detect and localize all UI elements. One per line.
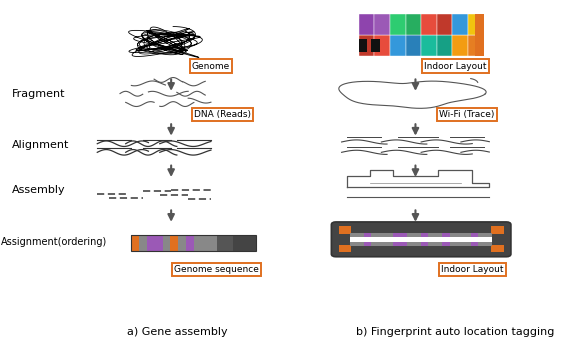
- Text: Assembly: Assembly: [12, 185, 65, 195]
- Text: Genome: Genome: [192, 62, 230, 71]
- Bar: [393, 242, 400, 246]
- Bar: [421, 233, 428, 237]
- Bar: [248, 235, 256, 251]
- Bar: [131, 235, 139, 251]
- Bar: [217, 235, 225, 251]
- Text: Assignment(ordering): Assignment(ordering): [1, 237, 107, 247]
- Bar: [478, 242, 485, 246]
- Bar: [390, 35, 405, 56]
- Bar: [386, 233, 393, 237]
- Text: DNA (Reads): DNA (Reads): [194, 110, 251, 119]
- Bar: [194, 235, 201, 251]
- Bar: [471, 233, 478, 237]
- Bar: [435, 233, 442, 237]
- Bar: [407, 242, 414, 246]
- Bar: [358, 39, 367, 52]
- Bar: [442, 242, 449, 246]
- Bar: [414, 242, 421, 246]
- Bar: [186, 235, 194, 251]
- Bar: [471, 242, 478, 246]
- Bar: [147, 235, 155, 251]
- Bar: [457, 233, 464, 237]
- Bar: [421, 35, 437, 56]
- Bar: [428, 233, 435, 237]
- Bar: [405, 15, 421, 35]
- Text: Indoor Layout: Indoor Layout: [424, 62, 486, 71]
- Bar: [357, 242, 364, 246]
- Bar: [225, 235, 233, 251]
- Bar: [178, 235, 186, 251]
- Bar: [421, 15, 437, 35]
- Bar: [358, 15, 374, 35]
- Bar: [131, 235, 256, 251]
- Bar: [350, 233, 357, 237]
- Text: a) Gene assembly: a) Gene assembly: [127, 327, 227, 337]
- Bar: [233, 235, 241, 251]
- Bar: [491, 245, 504, 252]
- Bar: [449, 242, 457, 246]
- Bar: [437, 35, 452, 56]
- Bar: [464, 242, 471, 246]
- Bar: [374, 35, 390, 56]
- Bar: [371, 242, 379, 246]
- Bar: [364, 233, 371, 237]
- Bar: [364, 242, 371, 246]
- Bar: [457, 242, 464, 246]
- Bar: [437, 15, 452, 35]
- Bar: [414, 233, 421, 237]
- Bar: [379, 242, 386, 246]
- Bar: [350, 233, 492, 245]
- Text: Indoor Layout: Indoor Layout: [441, 265, 504, 274]
- Bar: [358, 35, 374, 56]
- Bar: [464, 233, 471, 237]
- Text: Wi-Fi (Trace): Wi-Fi (Trace): [439, 110, 494, 119]
- Bar: [442, 233, 449, 237]
- Bar: [393, 233, 400, 237]
- Bar: [421, 242, 428, 246]
- Bar: [400, 242, 407, 246]
- Bar: [170, 235, 178, 251]
- Bar: [155, 235, 163, 251]
- Bar: [210, 235, 217, 251]
- Bar: [339, 245, 351, 252]
- Bar: [468, 35, 483, 56]
- Bar: [452, 15, 468, 35]
- Bar: [452, 35, 468, 56]
- Bar: [374, 15, 390, 35]
- Bar: [241, 235, 248, 251]
- Bar: [139, 235, 147, 251]
- Bar: [405, 35, 421, 56]
- Bar: [407, 233, 414, 237]
- Bar: [379, 233, 386, 237]
- Bar: [163, 235, 170, 251]
- Bar: [350, 242, 357, 246]
- Text: b) Fingerprint auto location tagging: b) Fingerprint auto location tagging: [356, 327, 555, 337]
- Text: Alignment: Alignment: [12, 140, 69, 151]
- Text: Fragment: Fragment: [12, 89, 65, 99]
- Bar: [449, 233, 457, 237]
- Bar: [357, 233, 364, 237]
- Bar: [400, 233, 407, 237]
- Bar: [201, 235, 210, 251]
- Bar: [468, 15, 483, 35]
- Bar: [371, 233, 379, 237]
- Bar: [478, 233, 485, 237]
- Bar: [339, 226, 351, 234]
- Bar: [386, 242, 393, 246]
- Bar: [485, 233, 492, 237]
- Bar: [485, 242, 492, 246]
- Text: Genome sequence: Genome sequence: [174, 265, 259, 274]
- Bar: [475, 15, 483, 56]
- Bar: [390, 15, 405, 35]
- Bar: [371, 39, 380, 52]
- Bar: [428, 242, 435, 246]
- FancyBboxPatch shape: [331, 222, 511, 257]
- Bar: [435, 242, 442, 246]
- Bar: [491, 226, 504, 234]
